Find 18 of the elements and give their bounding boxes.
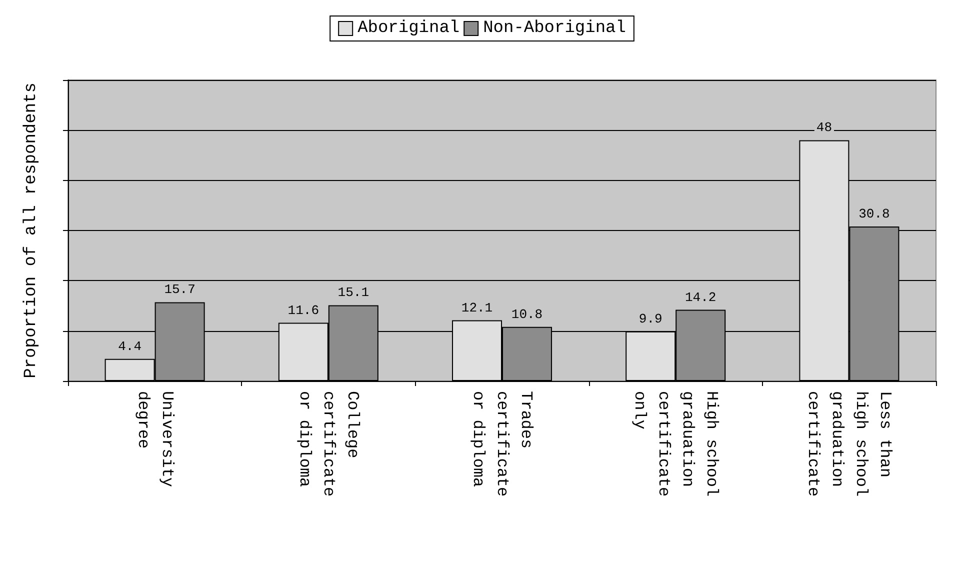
data-label: 14.2 — [684, 290, 716, 305]
data-label: 48 — [816, 120, 832, 136]
data-label: 12.1 — [461, 300, 493, 316]
x-tick-label: College certificate or diploma — [295, 391, 362, 506]
legend-label: Non-Aboriginal — [483, 19, 626, 38]
data-label: 30.8 — [858, 206, 890, 222]
data-label: 9.9 — [638, 311, 662, 326]
x-tick-label: Less than high school graduation certificate — [804, 391, 894, 506]
y-axis-title: Proportion of all respondents — [22, 82, 41, 378]
data-label: 15.1 — [338, 285, 370, 300]
data-label: 11.6 — [288, 302, 320, 318]
x-tick-label: Trades certificate or diploma — [469, 391, 535, 506]
legend-label: Aboriginal — [358, 19, 460, 38]
data-label: 10.8 — [511, 306, 543, 322]
x-tick-label: University degree — [134, 391, 176, 497]
x-tick-label: High school graduation certificate only — [630, 391, 721, 506]
data-label: 4.4 — [118, 338, 142, 354]
data-label: 15.7 — [164, 282, 196, 298]
